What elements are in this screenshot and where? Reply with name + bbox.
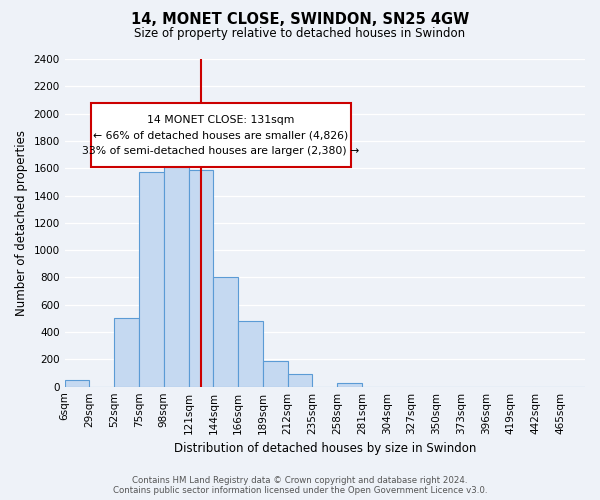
Bar — [263, 360, 287, 386]
Bar — [139, 172, 164, 386]
Bar — [287, 374, 313, 386]
Y-axis label: Number of detached properties: Number of detached properties — [15, 130, 28, 316]
Bar — [337, 382, 362, 386]
X-axis label: Distribution of detached houses by size in Swindon: Distribution of detached houses by size … — [173, 442, 476, 455]
Bar — [65, 380, 89, 386]
Bar — [238, 321, 263, 386]
Bar — [114, 318, 139, 386]
FancyBboxPatch shape — [91, 103, 351, 167]
Text: Contains HM Land Registry data © Crown copyright and database right 2024.
Contai: Contains HM Land Registry data © Crown c… — [113, 476, 487, 495]
Text: 14, MONET CLOSE, SWINDON, SN25 4GW: 14, MONET CLOSE, SWINDON, SN25 4GW — [131, 12, 469, 28]
Bar — [164, 120, 188, 386]
Text: Size of property relative to detached houses in Swindon: Size of property relative to detached ho… — [134, 28, 466, 40]
Bar — [214, 278, 238, 386]
Bar — [188, 170, 214, 386]
Text: 14 MONET CLOSE: 131sqm
← 66% of detached houses are smaller (4,826)
33% of semi-: 14 MONET CLOSE: 131sqm ← 66% of detached… — [82, 114, 359, 156]
